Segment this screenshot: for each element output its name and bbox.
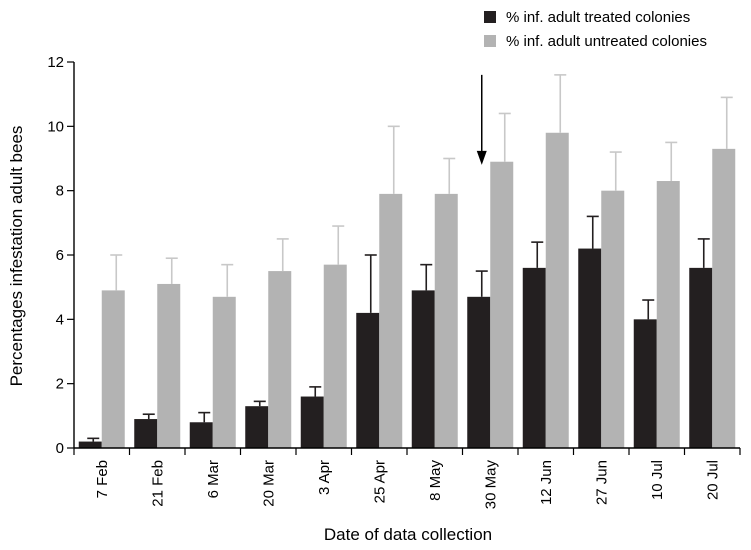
bar-treated-12 <box>689 267 713 448</box>
legend-label-untreated: % inf. adult untreated colonies <box>506 33 707 50</box>
legend: % inf. adult treated colonies % inf. adul… <box>484 9 707 50</box>
bar-untreated-11 <box>656 181 680 448</box>
x-tick-label-4: 20 Mar <box>260 460 277 507</box>
bar-treated-4 <box>245 406 269 448</box>
bar-treated-2 <box>134 419 158 448</box>
legend-swatch-treated <box>484 11 496 23</box>
bar-untreated-8 <box>490 161 514 448</box>
bar-treated-11 <box>633 319 657 448</box>
x-tick-label-11: 10 Jul <box>649 460 666 500</box>
bar-treated-10 <box>578 248 602 448</box>
bar-untreated-9 <box>545 132 569 448</box>
y-tick-label-0: 0 <box>56 440 64 457</box>
bars-group <box>78 132 736 448</box>
bar-untreated-6 <box>379 193 403 448</box>
y-axis-title: Percentages infestation adult bees <box>7 126 26 387</box>
bar-treated-8 <box>467 296 491 448</box>
y-tick-label-6: 6 <box>56 247 64 264</box>
bar-untreated-4 <box>268 271 292 448</box>
bar-untreated-5 <box>323 264 347 448</box>
bar-untreated-3 <box>212 296 236 448</box>
bar-untreated-2 <box>157 283 181 448</box>
x-tick-label-2: 21 Feb <box>149 460 166 507</box>
x-tick-label-6: 25 Apr <box>371 460 388 503</box>
bar-untreated-10 <box>601 190 625 448</box>
bar-treated-7 <box>411 290 435 448</box>
bar-treated-9 <box>522 267 546 448</box>
bar-untreated-7 <box>434 193 458 448</box>
x-tick-label-5: 3 Apr <box>316 460 333 495</box>
x-tick-label-10: 27 Jun <box>593 460 610 505</box>
legend-swatch-untreated <box>484 35 496 47</box>
annotations-group <box>476 74 487 165</box>
bar-untreated-12 <box>712 148 736 448</box>
y-tick-label-10: 10 <box>47 118 64 135</box>
x-tick-label-7: 8 May <box>427 460 444 501</box>
x-tick-label-3: 6 Mar <box>205 460 222 498</box>
x-tick-label-12: 20 Jul <box>704 460 721 500</box>
bar-treated-3 <box>189 422 213 448</box>
x-tick-label-1: 7 Feb <box>94 460 111 498</box>
bar-treated-6 <box>356 312 380 448</box>
x-tick-label-8: 30 May <box>482 460 499 510</box>
y-tick-label-12: 12 <box>47 54 64 71</box>
bar-treated-5 <box>300 396 324 448</box>
axes-group: 7 Feb 21 Feb 6 Mar 20 Mar 3 Apr 25 Apr 8 May 30… <box>47 54 741 510</box>
y-tick-label-8: 8 <box>56 183 64 200</box>
y-tick-label-4: 4 <box>56 311 64 328</box>
x-axis-title: Date of data collection <box>324 525 492 544</box>
y-tick-label-2: 2 <box>56 376 64 393</box>
arrow-head-1 <box>476 150 487 165</box>
error-bars-group <box>87 74 733 442</box>
x-tick-label-9: 12 Jun <box>538 460 555 505</box>
bar-untreated-1 <box>101 290 125 448</box>
legend-label-treated: % inf. adult treated colonies <box>506 9 690 26</box>
bar-treated-1 <box>78 441 102 448</box>
